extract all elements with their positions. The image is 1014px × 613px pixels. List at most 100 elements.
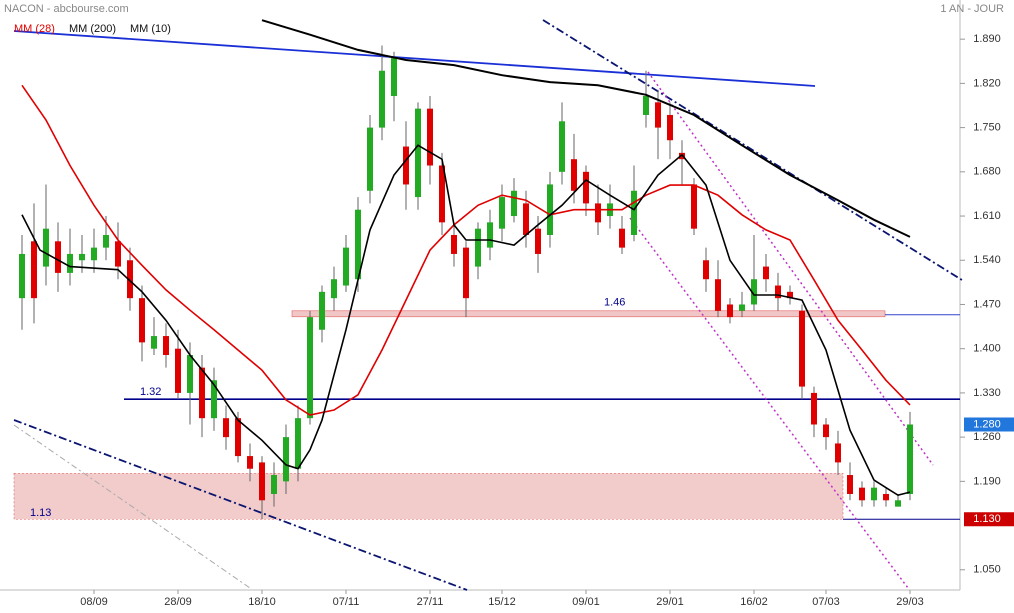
trend-line: [13, 419, 468, 591]
candle-body: [271, 475, 277, 494]
trend-line: [13, 30, 816, 87]
candle-body: [667, 114, 673, 141]
candle-body: [211, 380, 217, 419]
candle-body: [535, 228, 541, 254]
x-tick-label: 29/01: [656, 596, 684, 608]
x-tick-label: 18/10: [248, 596, 276, 608]
y-tick-label: 1.610: [973, 210, 1001, 222]
trend-line: [542, 19, 963, 281]
x-tick-label: 16/02: [740, 596, 768, 608]
level-band: [291, 310, 886, 318]
x-tick-label: 07/03: [812, 596, 840, 608]
candle-body: [43, 228, 49, 267]
y-tick-label: 1.400: [973, 343, 1001, 355]
x-tick-label: 27/11: [417, 596, 444, 608]
legend-entry: MM (200): [69, 23, 116, 35]
candle-body: [583, 171, 589, 204]
candle-body: [643, 96, 649, 115]
candle-body: [523, 203, 529, 235]
candle-body: [139, 298, 145, 343]
candle-body: [871, 487, 877, 501]
level-label: 1.46: [604, 297, 625, 309]
price-marker-label: 1.280: [973, 418, 1001, 430]
candle-body: [907, 424, 913, 494]
y-tick-label: 1.330: [973, 387, 1001, 399]
candle-body: [367, 127, 373, 191]
candle-body: [727, 304, 733, 318]
candle-body: [259, 462, 265, 501]
price-marker: [964, 512, 1014, 527]
candle-body: [163, 336, 169, 356]
candle-body: [343, 247, 349, 286]
candle-body: [127, 260, 133, 299]
candle-body: [67, 253, 73, 273]
candle-body: [595, 203, 601, 223]
level-zone: [13, 472, 844, 520]
candle-body: [391, 58, 397, 97]
y-tick-label: 1.540: [973, 254, 1001, 266]
trend-line: [13, 424, 251, 589]
candle-body: [499, 197, 505, 229]
candle-body: [751, 279, 757, 305]
moving-average: [21, 84, 911, 416]
candle-body: [31, 241, 37, 299]
x-tick-label: 07/11: [333, 596, 360, 608]
candle-body: [79, 253, 85, 261]
candle-body: [619, 228, 625, 248]
x-tick-label: 28/09: [164, 596, 192, 608]
candle-body: [19, 253, 25, 299]
candle-body: [175, 348, 181, 393]
x-tick-label: 15/12: [488, 596, 516, 608]
x-tick-label: 08/09: [80, 596, 108, 608]
candle-body: [559, 121, 565, 172]
x-tick-label: 09/01: [572, 596, 600, 608]
y-tick-label: 1.820: [973, 77, 1001, 89]
candle-body: [403, 146, 409, 185]
channel-line: [629, 217, 909, 589]
candle-body: [883, 493, 889, 501]
candle-body: [55, 241, 61, 273]
candle-body: [895, 500, 901, 507]
candle-body: [463, 247, 469, 299]
candle-body: [115, 241, 121, 267]
chart-title: NACON - abcbourse.com: [4, 3, 129, 15]
price-marker-label: 1.130: [973, 513, 1001, 525]
candle-body: [703, 260, 709, 280]
candle-body: [487, 222, 493, 248]
candle-body: [415, 108, 421, 198]
y-tick-label: 1.680: [973, 166, 1001, 178]
y-tick-label: 1.260: [973, 431, 1001, 443]
x-tick-label: 29/03: [896, 596, 924, 608]
candle-body: [91, 247, 97, 261]
candle-body: [283, 437, 289, 482]
level-label: 1.13: [30, 507, 51, 519]
candle-body: [355, 209, 361, 280]
candle-body: [571, 159, 577, 191]
y-tick-label: 1.750: [973, 122, 1001, 134]
candle-body: [451, 234, 457, 254]
candle-body: [475, 228, 481, 267]
candle-body: [799, 310, 805, 387]
candle-body: [811, 392, 817, 425]
candle-body: [847, 475, 853, 494]
candle-body: [103, 234, 109, 248]
legend-entry: MM (28): [14, 23, 55, 35]
candle-body: [439, 165, 445, 223]
candle-body: [187, 355, 193, 393]
candle-body: [859, 487, 865, 501]
candle-body: [835, 443, 841, 463]
candle-body: [319, 291, 325, 330]
price-marker: [964, 417, 1014, 432]
candle-body: [511, 190, 517, 217]
y-tick-label: 1.470: [973, 298, 1001, 310]
candle-body: [151, 336, 157, 349]
moving-average: [261, 19, 911, 238]
candle-body: [823, 424, 829, 438]
y-tick-label: 1.890: [973, 33, 1001, 45]
candle-body: [223, 418, 229, 438]
candle-body: [739, 304, 745, 311]
candle-body: [427, 108, 433, 166]
candle-body: [331, 279, 337, 299]
candle-body: [199, 367, 205, 419]
